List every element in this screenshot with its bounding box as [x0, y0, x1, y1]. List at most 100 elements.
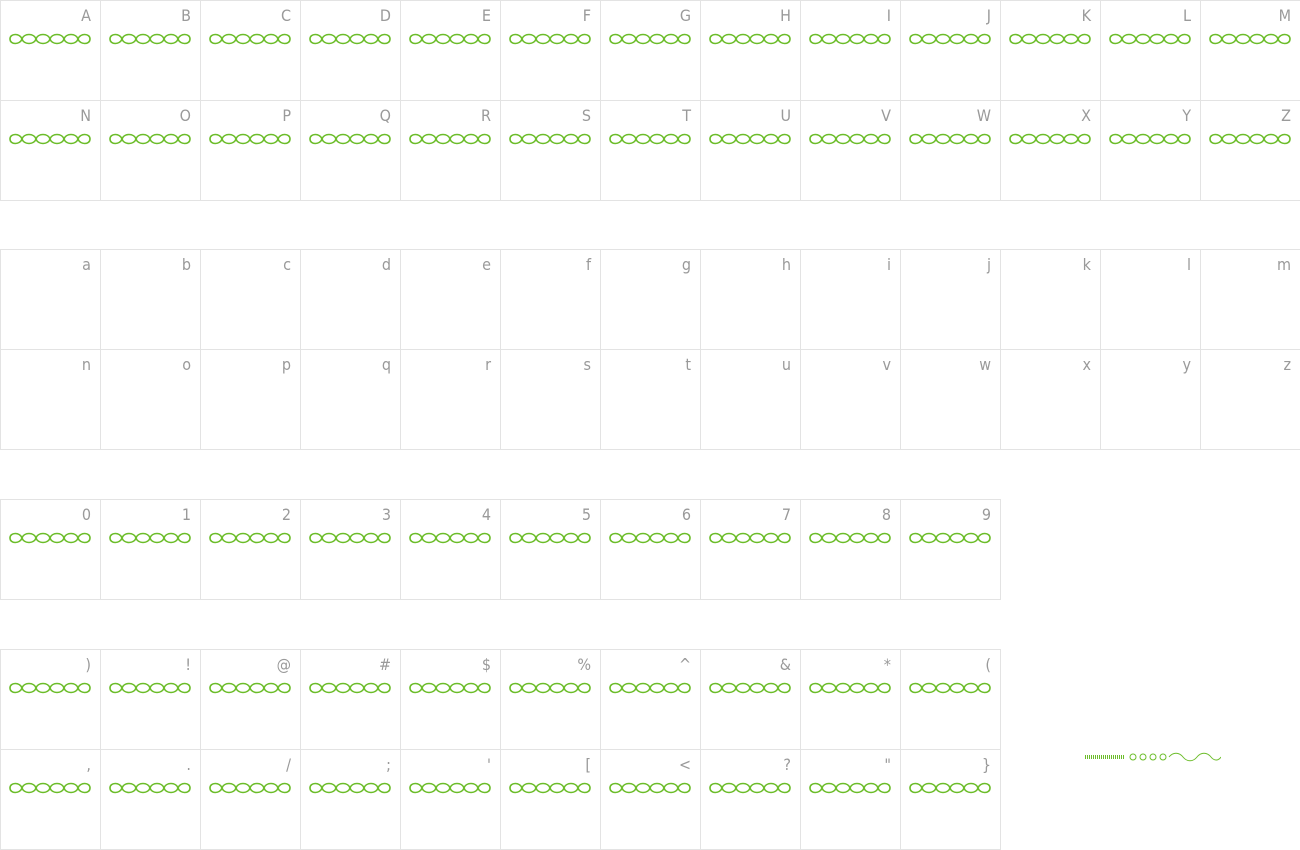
glyph-sample: [708, 781, 792, 795]
glyph-cell: 1: [100, 499, 201, 600]
glyph-cell: [: [500, 749, 601, 850]
char-label: A: [81, 6, 91, 25]
char-label: M: [1278, 6, 1291, 25]
char-label: ': [487, 755, 491, 774]
char-label: ;: [386, 755, 391, 774]
glyph-cell: ,: [0, 749, 101, 850]
glyph-cell: !: [100, 649, 201, 750]
char-label: m: [1276, 255, 1291, 274]
glyph-cell: 3: [300, 499, 401, 600]
char-label: q: [381, 355, 391, 374]
char-label: /: [286, 755, 291, 774]
glyph-sample: [908, 781, 992, 795]
char-label: 4: [481, 505, 491, 524]
char-label: K: [1081, 6, 1091, 25]
glyph-cell: 7: [700, 499, 801, 600]
char-label: L: [1182, 6, 1191, 25]
glyph-cell: w: [900, 349, 1001, 450]
glyph-sample: [808, 32, 892, 46]
glyph-cell: h: [700, 249, 801, 350]
char-label: 1: [181, 505, 191, 524]
char-label: v: [882, 355, 891, 374]
glyph-cell: P: [200, 100, 301, 201]
char-label: h: [781, 255, 791, 274]
char-label: a: [82, 255, 91, 274]
glyph-cell: }: [900, 749, 1001, 850]
glyph-cell: C: [200, 0, 301, 101]
glyph-sample: [1108, 132, 1192, 146]
glyph-cell: S: [500, 100, 601, 201]
glyph-cell: t: [600, 349, 701, 450]
char-label: &: [779, 655, 791, 674]
glyph-cell: H: [700, 0, 801, 101]
glyph-sample: [508, 132, 592, 146]
char-label: g: [681, 255, 691, 274]
glyph-cell: #: [300, 649, 401, 750]
glyph-sample: [1008, 32, 1092, 46]
glyph-sample: [1208, 132, 1292, 146]
glyph-cell: Q: [300, 100, 401, 201]
char-label: *: [883, 655, 891, 674]
glyph-sample: [1108, 32, 1192, 46]
char-label: u: [781, 355, 791, 374]
glyph-sample: [808, 781, 892, 795]
char-label: k: [1082, 255, 1091, 274]
glyph-sample: [8, 132, 92, 146]
glyph-cell: n: [0, 349, 101, 450]
char-label: <: [678, 755, 691, 774]
glyph-sample: [308, 681, 392, 695]
glyph-cell: N: [0, 100, 101, 201]
glyph-sample: [208, 781, 292, 795]
glyph-sample: [108, 132, 192, 146]
glyph-sample: [8, 681, 92, 695]
glyph-cell: b: [100, 249, 201, 350]
glyph-cell: g: [600, 249, 701, 350]
glyph-sample: [608, 781, 692, 795]
sample-preview: [1085, 752, 1221, 762]
glyph-cell: .: [100, 749, 201, 850]
glyph-sample: [208, 681, 292, 695]
glyph-cell: <: [600, 749, 701, 850]
char-label: R: [481, 106, 491, 125]
char-label: Z: [1281, 106, 1291, 125]
char-label: t: [685, 355, 691, 374]
glyph-cell: F: [500, 0, 601, 101]
char-label: I: [886, 6, 891, 25]
glyph-cell: 6: [600, 499, 701, 600]
char-label: G: [679, 6, 691, 25]
char-label: C: [280, 6, 291, 25]
char-label: ): [85, 655, 91, 674]
glyph-cell: f: [500, 249, 601, 350]
glyph-cell: v: [800, 349, 901, 450]
glyph-sample: [908, 32, 992, 46]
char-label: n: [81, 355, 91, 374]
glyph-sample: [908, 681, 992, 695]
char-label: 0: [81, 505, 91, 524]
char-label: c: [283, 255, 291, 274]
glyph-cell: Y: [1100, 100, 1201, 201]
glyph-sample: [8, 32, 92, 46]
char-label: }: [981, 755, 991, 774]
char-label: x: [1082, 355, 1091, 374]
char-label: z: [1283, 355, 1291, 374]
char-label: D: [379, 6, 391, 25]
glyph-cell: z: [1200, 349, 1300, 450]
glyph-cell: ": [800, 749, 901, 850]
glyph-cell: a: [0, 249, 101, 350]
glyph-sample: [308, 32, 392, 46]
glyph-sample: [708, 32, 792, 46]
char-label: y: [1182, 355, 1191, 374]
glyph-cell: ^: [600, 649, 701, 750]
glyph-sample: [308, 531, 392, 545]
char-label: B: [181, 6, 191, 25]
glyph-cell: Z: [1200, 100, 1300, 201]
char-label: Q: [379, 106, 391, 125]
glyph-cell: u: [700, 349, 801, 450]
glyph-cell: R: [400, 100, 501, 201]
glyph-sample: [808, 132, 892, 146]
char-label: N: [80, 106, 91, 125]
glyph-cell: M: [1200, 0, 1300, 101]
glyph-cell: J: [900, 0, 1001, 101]
char-label: 5: [581, 505, 591, 524]
